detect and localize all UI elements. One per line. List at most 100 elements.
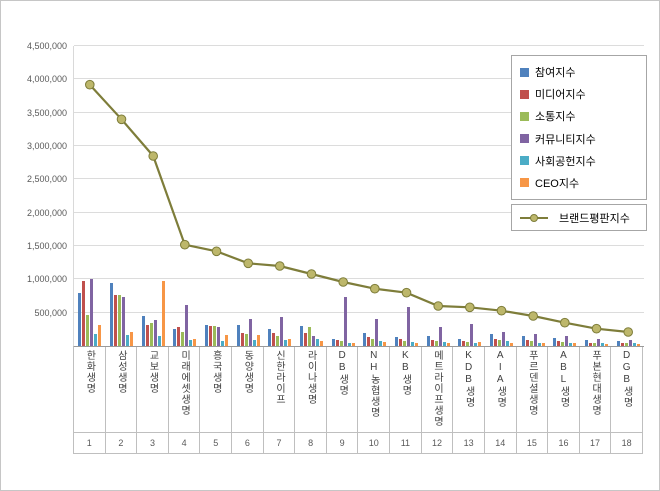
bar-미디어지수	[557, 341, 561, 346]
line-marker	[338, 277, 349, 287]
category-label: 삼성생명	[106, 347, 138, 432]
bar-참여지수	[458, 339, 462, 346]
category-label: 신한라이프	[264, 347, 296, 432]
y-tick-label: 1,000,000	[26, 274, 67, 285]
bar-미디어지수	[82, 281, 86, 346]
bar-group	[137, 46, 169, 346]
legend-label: 소통지수	[535, 111, 576, 124]
bar-미디어지수	[335, 340, 339, 346]
bar-참여지수	[236, 325, 240, 346]
bar-group	[549, 46, 581, 346]
bar-미디어지수	[145, 325, 149, 346]
category-rank: 9	[327, 433, 359, 453]
bar-CEO지수	[636, 344, 640, 346]
y-tick-label: 3,500,000	[26, 107, 67, 118]
plot-area	[73, 45, 644, 347]
bar-소통지수	[371, 339, 375, 346]
bar-소통지수	[592, 343, 596, 346]
legend-item: 커뮤니티지수	[520, 131, 646, 147]
bar-소통지수	[434, 341, 438, 346]
bar-group	[422, 46, 454, 346]
line-marker	[306, 269, 317, 279]
category-label: 푸르덴셜생명	[517, 347, 549, 432]
category-rank: 16	[548, 433, 580, 453]
bar-미디어지수	[430, 340, 434, 346]
category-rank: 17	[580, 433, 612, 453]
bar-커뮤니티지수	[248, 319, 252, 346]
bar-group	[517, 46, 549, 346]
bar-CEO지수	[541, 343, 545, 346]
line-series-layer	[85, 79, 634, 337]
bar-CEO지수	[604, 344, 608, 346]
bar-미디어지수	[398, 339, 402, 346]
bar-소통지수	[181, 332, 185, 346]
bar-CEO지수	[351, 343, 355, 346]
bar-참여지수	[489, 334, 493, 346]
bar-참여지수	[299, 326, 303, 346]
bar-미디어지수	[177, 327, 181, 346]
bar-미디어지수	[588, 343, 592, 346]
bar-group	[106, 46, 138, 346]
bar-소통지수	[212, 326, 216, 346]
bar-미디어지수	[272, 333, 276, 346]
legend-item: 미디어지수	[520, 86, 646, 102]
y-tick-label: 1,500,000	[26, 241, 67, 251]
bar-사회공헌지수	[157, 336, 161, 346]
category-rank: 12	[422, 433, 454, 453]
bar-CEO지수	[161, 281, 165, 346]
category-rank: 10	[358, 433, 391, 453]
legend-label: 브랜드평판지수	[559, 212, 630, 225]
category-label: 라이나생명	[295, 347, 327, 432]
gridline	[74, 178, 644, 180]
bar-소통지수	[561, 342, 565, 346]
bar-CEO지수	[193, 339, 197, 346]
y-tick-label: 2,500,000	[26, 174, 67, 185]
line-marker	[243, 258, 253, 269]
bar-사회공헌지수	[252, 340, 256, 346]
bar-group	[391, 46, 423, 346]
bar-참여지수	[109, 283, 113, 346]
bar-참여지수	[78, 293, 82, 346]
category-rank: 8	[295, 433, 327, 453]
bar-커뮤니티지수	[470, 324, 474, 346]
category-rank: 11	[390, 433, 422, 453]
category-rank: 5	[200, 433, 233, 453]
bar-사회공헌지수	[94, 334, 98, 346]
y-tick-label: 4,500,000	[26, 41, 67, 51]
bar-커뮤니티지수	[628, 340, 632, 346]
line-브랜드평판지수	[88, 83, 629, 334]
bar-group	[612, 46, 644, 346]
line-marker	[591, 323, 602, 334]
category-label: 동양생명	[232, 347, 264, 432]
bar-미디어지수	[240, 333, 244, 346]
bar-소통지수	[86, 315, 90, 346]
bar-미디어지수	[303, 333, 307, 346]
bar-참여지수	[521, 336, 525, 346]
bar-커뮤니티지수	[280, 317, 284, 346]
category-label: NH농협생명	[358, 347, 391, 432]
category-label: DGB생명	[611, 347, 643, 432]
line-marker	[465, 302, 475, 313]
bar-참여지수	[616, 341, 620, 346]
line-marker	[275, 261, 285, 271]
y-tick-label: 2,000,000	[26, 207, 67, 218]
line-marker	[116, 114, 127, 125]
series-color-swatch	[520, 89, 529, 99]
series-color-swatch	[520, 67, 529, 77]
legend-label: 참여지수	[535, 67, 576, 80]
gridline	[74, 245, 644, 246]
bar-미디어지수	[367, 337, 371, 346]
line-marker	[528, 311, 539, 321]
bar-소통지수	[307, 327, 311, 346]
bar-미디어지수	[493, 339, 497, 346]
category-rank-band: 1 2 3 4 5 6 7 8 9 10 11 12 13 14 15 16 17 18	[73, 432, 643, 454]
bar-group	[359, 46, 391, 346]
legend-label: 사회공헌지수	[535, 155, 596, 168]
line-marker-icon	[520, 213, 548, 223]
bar-CEO지수	[383, 342, 387, 346]
bar-group	[232, 46, 264, 346]
bar-참여지수	[394, 337, 398, 346]
bar-소통지수	[244, 334, 248, 346]
bar-소통지수	[497, 340, 501, 346]
bar-커뮤니티지수	[406, 307, 410, 346]
